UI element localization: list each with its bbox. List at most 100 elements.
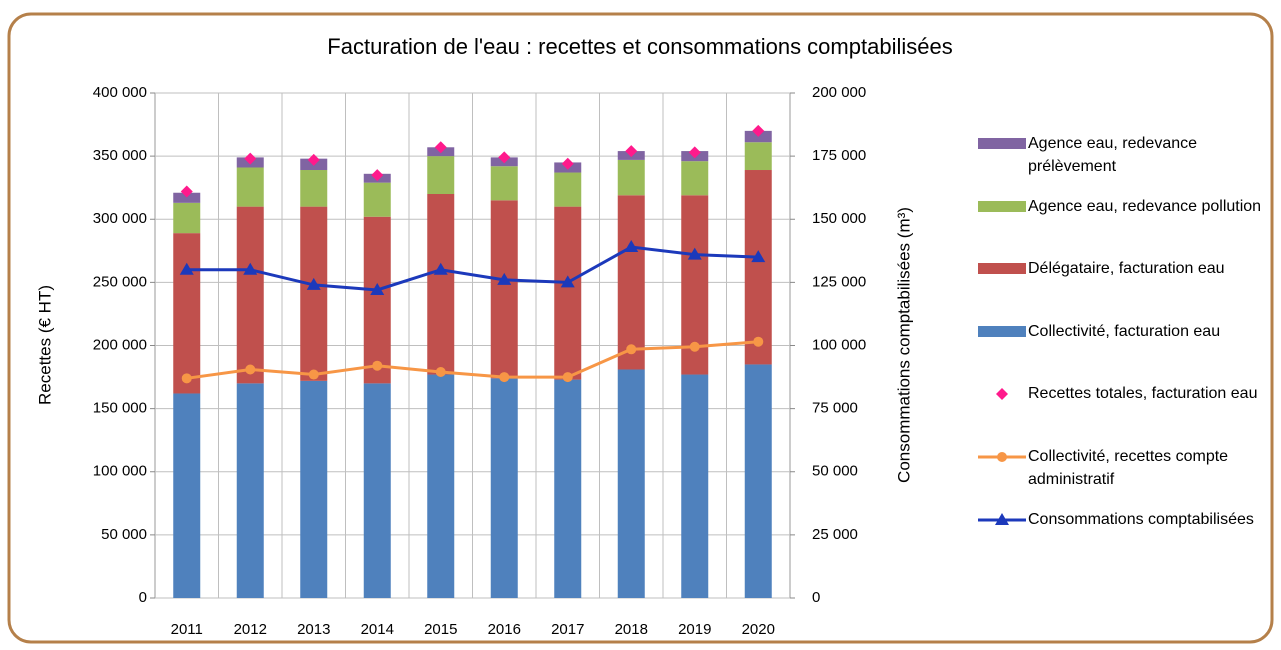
y-axis-label: Recettes (€ HT): [35, 285, 54, 405]
y2-tick-label: 75 000: [812, 400, 858, 417]
line-marker: [370, 282, 385, 295]
swatch: [997, 451, 1007, 462]
legend-label: Délégataire, facturation eau: [1028, 260, 1225, 278]
bar-segment: [300, 170, 328, 207]
bar-segment: [744, 142, 772, 171]
bar-segment: [300, 380, 328, 598]
x-tick-label: 2012: [234, 621, 267, 638]
series-line: [186, 245, 759, 292]
legend-item: Agence eau, redevance pollution: [978, 195, 1268, 258]
x-tick-label: 2013: [297, 621, 330, 638]
line-marker: [181, 373, 192, 384]
y2-tick-label: 25 000: [812, 526, 858, 543]
legend-swatch: [978, 263, 1026, 275]
bar-segment: [744, 170, 772, 365]
total-marker: [307, 153, 320, 166]
swatch: [978, 263, 1026, 275]
total-marker: [371, 169, 384, 182]
line-marker: [243, 262, 258, 275]
line-marker: [179, 262, 194, 275]
bar-segment: [427, 374, 455, 598]
legend-item: Consommations comptabilisées: [978, 508, 1268, 571]
total-marker: [625, 145, 638, 158]
swatch: [978, 325, 1026, 337]
total-marker: [180, 185, 193, 198]
total-marker: [244, 152, 257, 165]
line-marker: [372, 360, 383, 371]
swatch: [996, 388, 1008, 401]
total-marker: [561, 157, 574, 170]
bar-segment: [681, 161, 709, 196]
bar-segment: [554, 172, 582, 207]
legend-item: Collectivité, recettes compte administra…: [978, 445, 1268, 508]
x-tick-label: 2016: [488, 621, 521, 638]
bar-segment: [363, 383, 391, 598]
y2-tick-label: 175 000: [812, 147, 866, 164]
bar-segment: [236, 167, 264, 207]
y2-tick-label: 50 000: [812, 463, 858, 480]
chart-title: Facturation de l'eau : recettes et conso…: [327, 34, 952, 59]
bar-segment: [617, 195, 645, 370]
legend-label: Agence eau, redevance pollution: [1028, 197, 1262, 215]
y2-tick-label: 125 000: [812, 273, 866, 290]
line-marker: [751, 250, 766, 263]
x-tick-label: 2020: [742, 621, 775, 638]
y2-tick-label: 0: [812, 589, 820, 606]
bar-segment: [427, 156, 455, 194]
x-tick-label: 2014: [361, 621, 394, 638]
y2-axis-label: Consommations comptabilisées (m³): [894, 207, 913, 483]
line-marker: [306, 277, 321, 290]
line-marker: [308, 369, 319, 380]
line-marker: [687, 247, 702, 260]
line-marker: [626, 344, 637, 355]
bar-segment: [554, 206, 582, 380]
legend-label: Recettes totales, facturation eau: [1028, 385, 1258, 403]
bar-segment: [427, 194, 455, 375]
bar-segment: [236, 383, 264, 598]
line-marker: [433, 262, 448, 275]
legend-swatch: [978, 325, 1026, 337]
bar-segment: [173, 233, 201, 394]
y2-tick-label: 200 000: [812, 84, 866, 101]
legend-item: Collectivité, facturation eau: [978, 320, 1268, 383]
line-marker: [499, 372, 510, 383]
line-marker: [497, 272, 512, 285]
legend-item: Recettes totales, facturation eau: [978, 382, 1268, 445]
y-tick-label: 150 000: [93, 400, 147, 417]
y-tick-label: 300 000: [93, 210, 147, 227]
swatch: [978, 200, 1026, 212]
bar-segment: [554, 379, 582, 598]
legend-label: Agence eau, redevance prélèvement: [1028, 135, 1198, 175]
x-tick-label: 2015: [424, 621, 457, 638]
series-line: [186, 340, 759, 380]
bar-segment: [173, 192, 201, 203]
y2-tick-label: 150 000: [812, 210, 866, 227]
x-tick-label: 2017: [551, 621, 584, 638]
x-tick-label: 2011: [171, 621, 203, 638]
line-marker: [245, 364, 256, 375]
bar-segment: [490, 378, 518, 598]
total-marker: [688, 146, 701, 159]
legend-swatch: [996, 388, 1008, 401]
legend-swatch: [978, 200, 1026, 212]
line-marker: [624, 240, 639, 253]
bar-segment: [681, 374, 709, 598]
bar-segment: [236, 206, 264, 384]
bar-segment: [490, 166, 518, 201]
bar-segment: [300, 206, 328, 381]
y-tick-label: 50 000: [101, 526, 147, 543]
legend-swatch: [978, 451, 1026, 462]
y-tick-label: 250 000: [93, 273, 147, 290]
bar-segment: [363, 216, 391, 384]
line-marker: [560, 275, 575, 288]
bar-segment: [173, 393, 201, 598]
y-tick-label: 0: [139, 589, 147, 606]
swatch: [995, 512, 1009, 525]
total-marker: [498, 151, 511, 164]
legend-label: Collectivité, facturation eau: [1028, 322, 1221, 340]
x-tick-label: 2018: [615, 621, 648, 638]
y2-tick-label: 100 000: [812, 336, 866, 353]
legend: Agence eau, redevance prélèvement Agence …: [978, 132, 1268, 570]
x-tick-label: 2019: [678, 621, 711, 638]
